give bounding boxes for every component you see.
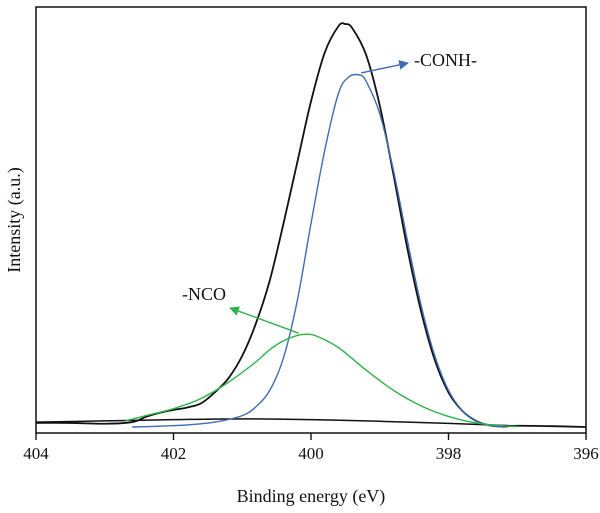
nco-annotation-label: -NCO bbox=[182, 284, 226, 304]
background-line bbox=[35, 418, 518, 427]
conh-series-line bbox=[132, 73, 504, 428]
x-tick-label: 396 bbox=[573, 444, 599, 463]
x-tick-label: 400 bbox=[298, 444, 324, 463]
x-tick-label: 402 bbox=[161, 444, 187, 463]
x-tick-label: 404 bbox=[23, 444, 49, 463]
conh-annotation-label: -CONH- bbox=[414, 50, 477, 70]
series-layer bbox=[35, 22, 587, 428]
y-axis-title: Intensity (a.u.) bbox=[4, 167, 25, 272]
x-tick-label: 398 bbox=[436, 444, 462, 463]
x-axis-title: Binding energy (eV) bbox=[237, 486, 386, 507]
nco-annotation-arrow bbox=[229, 306, 299, 334]
nco-series-line bbox=[125, 333, 518, 428]
x-axis-ticks: 404 402 400 398 396 bbox=[23, 433, 599, 463]
conh-annotation-arrow bbox=[360, 60, 409, 74]
